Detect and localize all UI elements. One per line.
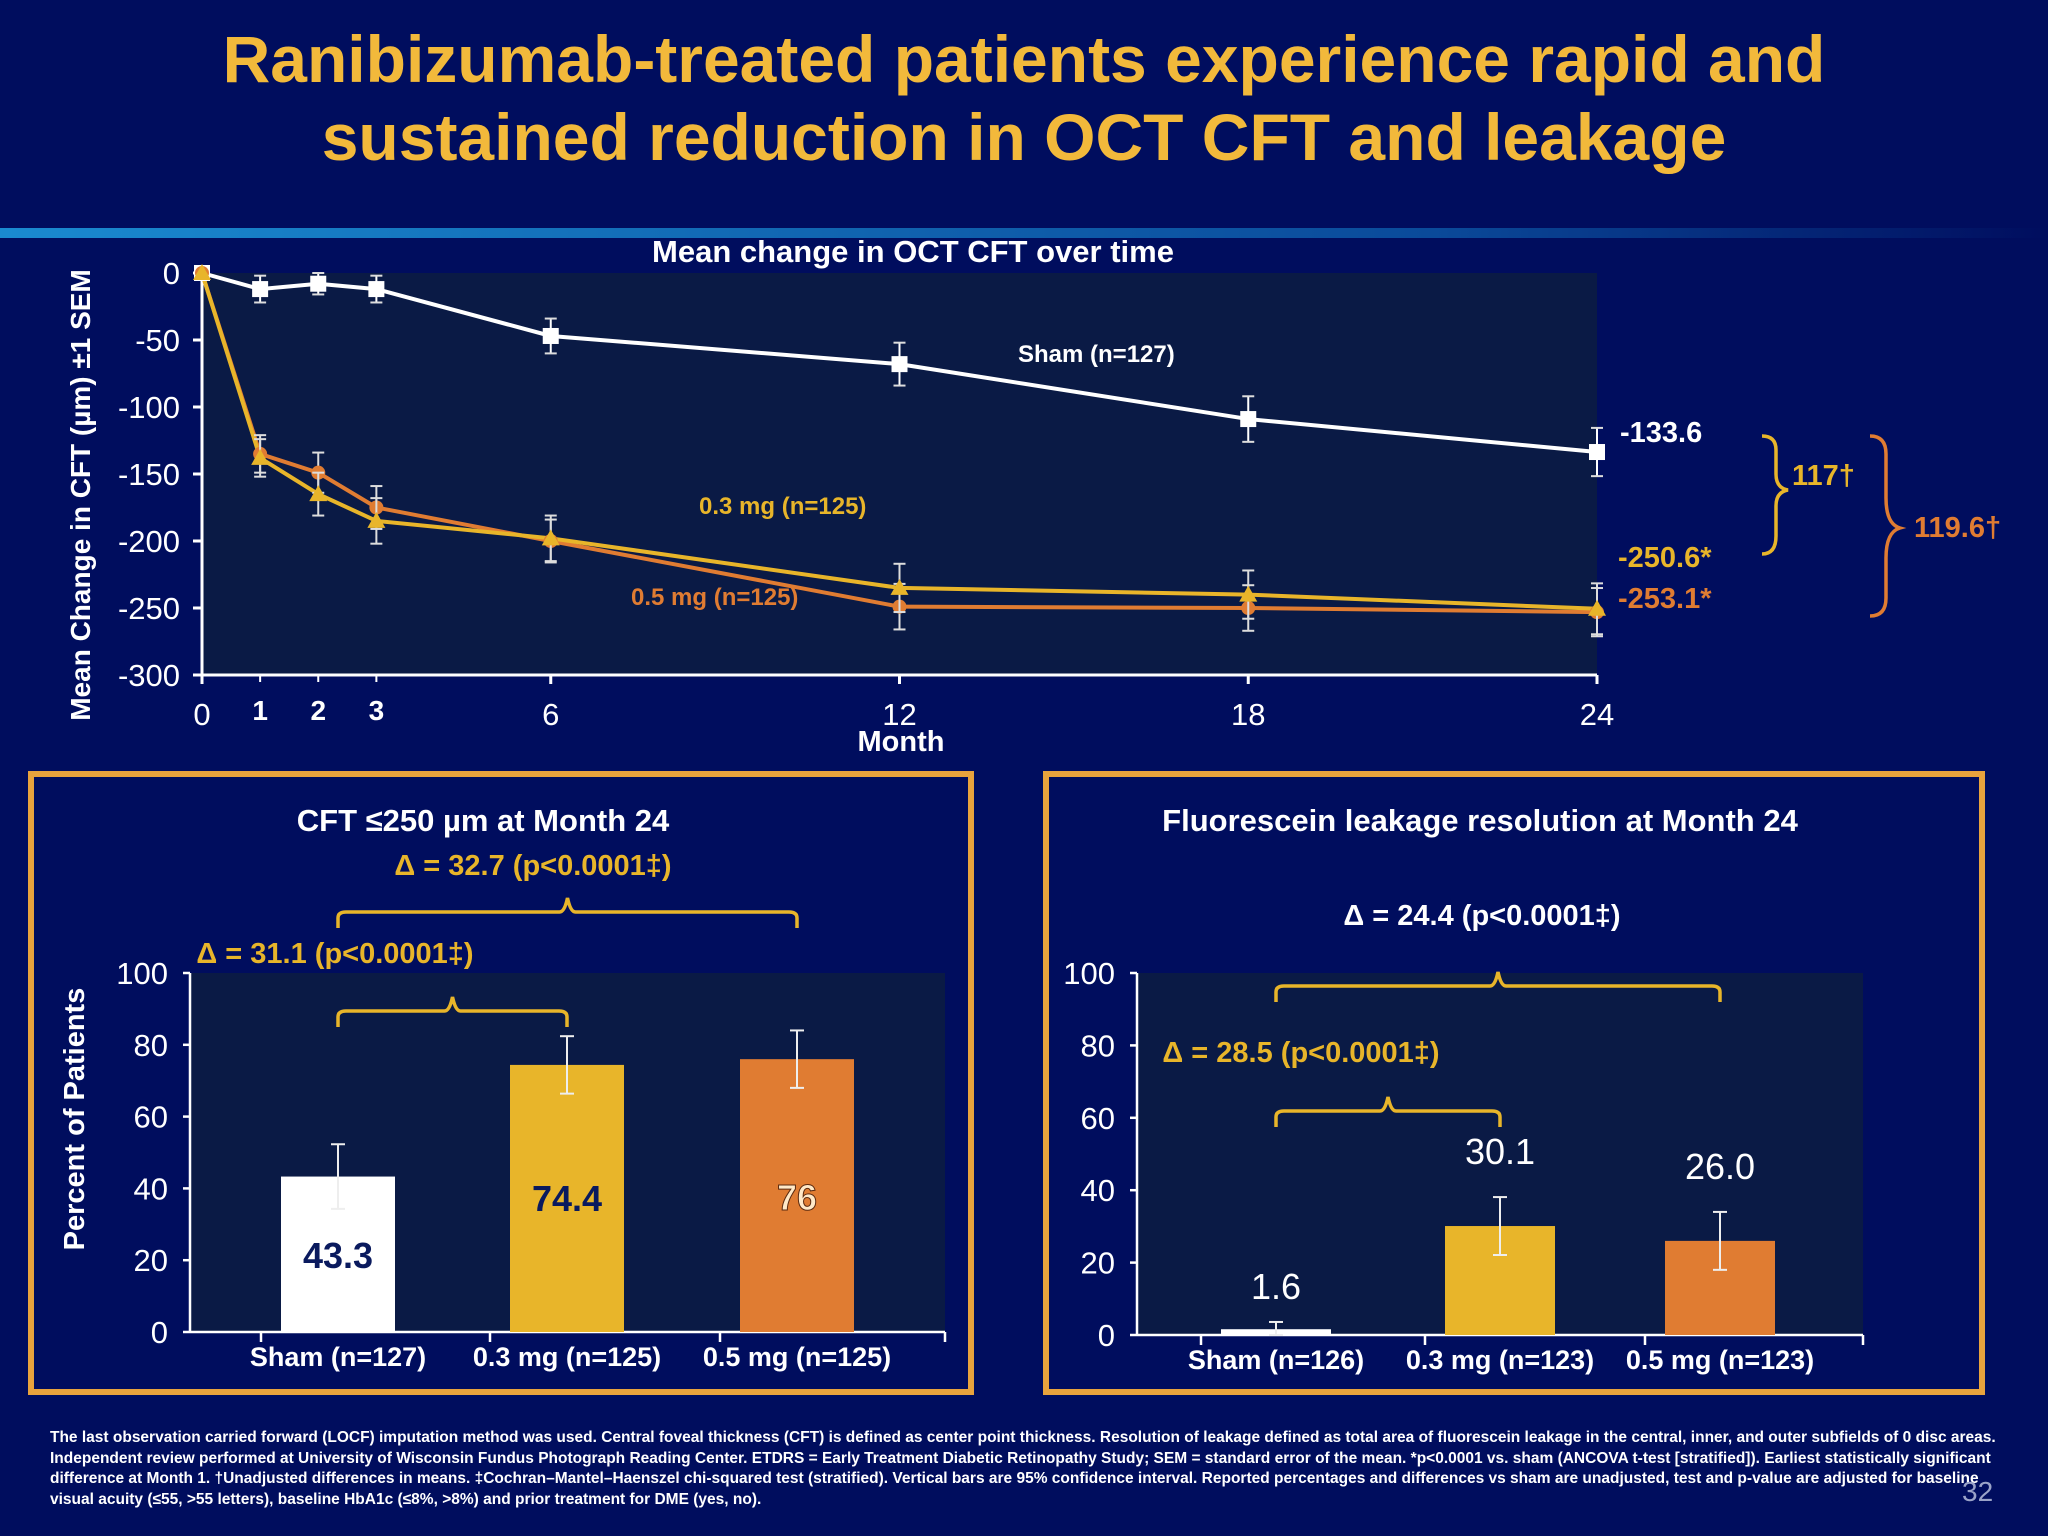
y-tick-label: -200 (118, 524, 180, 559)
bar-chart-leakage-resolution: Fluorescein leakage resolution at Month … (1063, 803, 1865, 1375)
y-tick-label: 0 (1098, 1318, 1115, 1353)
slide-title-line-2: sustained reduction in OCT CFT and leaka… (321, 100, 1727, 174)
point-sham (1589, 444, 1605, 461)
value-label: 74.4 (532, 1178, 602, 1219)
value-label: 43.3 (303, 1235, 373, 1276)
bar (740, 1059, 854, 1332)
series-label-0.3mg: 0.3 mg (n=125) (699, 493, 866, 520)
y-tick-label: 60 (134, 1100, 168, 1135)
point-mg03 (1588, 599, 1606, 616)
comparison-bracket (336, 897, 799, 928)
x-tick-label-minor: 2 (310, 695, 326, 726)
line-chart-title: Mean change in OCT CFT over time (652, 234, 1174, 269)
category-label: Sham (n=126) (1188, 1345, 1364, 1375)
point-mg03 (1239, 585, 1258, 602)
series-line-mg03 (200, 272, 1598, 611)
comparison-bracket (336, 996, 569, 1027)
header-divider-band (0, 228, 2048, 238)
y-tick-label: 80 (1081, 1028, 1115, 1063)
brace-sham-vs-0.3mg (1761, 434, 1789, 556)
comparison-label: Δ = 28.5 (p<0.0001‡) (1162, 1037, 1439, 1069)
category-label: 0.5 mg (n=125) (703, 1342, 891, 1372)
difference-label-0.5mg: 119.6† (1914, 512, 2001, 544)
point-sham (891, 356, 908, 373)
point-sham (368, 281, 385, 298)
bar-chart-title: CFT ≤250 µm at Month 24 (297, 803, 670, 838)
page-number: 32 (1962, 1476, 1994, 1507)
y-tick-label: -150 (118, 457, 180, 492)
x-tick-label: 24 (1580, 697, 1614, 732)
y-axis-label: Percent of Patients (59, 988, 91, 1251)
line-chart-cft-over-time: Mean change in OCT CFT over time 0 -50 -100… (65, 234, 2001, 758)
slide-title: Ranibizumab-treated patients experience … (0, 20, 2048, 176)
bar-chart-cft-250: CFT ≤250 µm at Month 24 0 20 40 60 80 100 Perce… (59, 803, 947, 1372)
end-label-0.3mg: -250.6* (1618, 542, 1712, 574)
point-mg03 (541, 529, 560, 546)
panel-cft-250 (28, 771, 974, 1395)
comparison-label: Δ = 31.1 (p<0.0001‡) (196, 938, 473, 970)
value-label: 30.1 (1465, 1131, 1535, 1172)
bar (510, 1064, 624, 1332)
y-tick-label: 60 (1081, 1101, 1115, 1136)
point-mg03 (193, 264, 211, 280)
comparison-label: Δ = 32.7 (p<0.0001‡) (394, 850, 671, 882)
y-tick-label: 20 (134, 1243, 168, 1278)
comparison-bracket (1274, 1096, 1502, 1127)
category-label: 0.3 mg (n=123) (1406, 1345, 1594, 1375)
y-tick-label: 40 (1081, 1173, 1115, 1208)
value-label: 76 (777, 1177, 817, 1218)
brace-sham-vs-0.5mg (1869, 434, 1907, 618)
y-tick-label: 20 (1081, 1246, 1115, 1281)
y-tick-label: -50 (135, 323, 180, 358)
x-tick-label: 12 (882, 697, 916, 732)
y-tick-label: -100 (118, 390, 180, 425)
point-mg03 (309, 485, 328, 502)
y-tick-label: 80 (134, 1028, 168, 1063)
point-sham (310, 275, 327, 292)
y-tick-label: 100 (1063, 956, 1115, 991)
value-label: 1.6 (1251, 1266, 1301, 1307)
panel-leakage-resolution (1043, 771, 1985, 1395)
point-mg03 (890, 578, 909, 595)
y-tick-label: -300 (118, 658, 180, 693)
x-tick-label-minor: 1 (252, 695, 268, 726)
x-tick-label: 6 (542, 697, 559, 732)
y-tick-label: 0 (151, 1315, 168, 1350)
x-axis-label: Month (858, 726, 945, 758)
y-tick-label: 0 (163, 256, 180, 291)
point-sham (542, 327, 559, 344)
end-label-sham: -133.6 (1620, 417, 1702, 449)
series-label-0.5mg: 0.5 mg (n=125) (631, 584, 798, 611)
comparison-label: Δ = 24.4 (p<0.0001‡) (1343, 900, 1620, 932)
y-tick-label: -250 (118, 591, 180, 626)
x-tick-label: 18 (1231, 697, 1265, 732)
series-line-sham (201, 271, 1598, 455)
point-sham (252, 281, 269, 298)
slide-title-line-1: Ranibizumab-treated patients experience … (222, 22, 1826, 96)
end-label-0.5mg: -253.1* (1618, 583, 1712, 615)
y-tick-label: 40 (134, 1171, 168, 1206)
footnote: The last observation carried forward (LO… (50, 1429, 1996, 1508)
category-label: 0.5 mg (n=123) (1626, 1345, 1814, 1375)
point-mg03 (367, 511, 386, 528)
x-tick-label-minor: 3 (369, 695, 385, 726)
point-sham (1240, 411, 1257, 428)
point-mg03 (251, 448, 270, 465)
difference-label-0.3mg: 117† (1792, 460, 1855, 492)
series-label-sham: Sham (n=127) (1018, 341, 1175, 368)
x-tick-label: 0 (193, 697, 210, 732)
category-label: Sham (n=127) (250, 1342, 426, 1372)
comparison-bracket (1274, 971, 1722, 1002)
y-tick-label: 100 (116, 956, 168, 991)
value-label: 26.0 (1685, 1146, 1755, 1187)
bar-chart-title: Fluorescein leakage resolution at Month … (1162, 803, 1798, 838)
category-label: 0.3 mg (n=125) (473, 1342, 661, 1372)
series-line-mg05 (200, 272, 1598, 615)
y-axis-label: Mean Change in CFT (µm) ±1 SEM (65, 269, 96, 721)
